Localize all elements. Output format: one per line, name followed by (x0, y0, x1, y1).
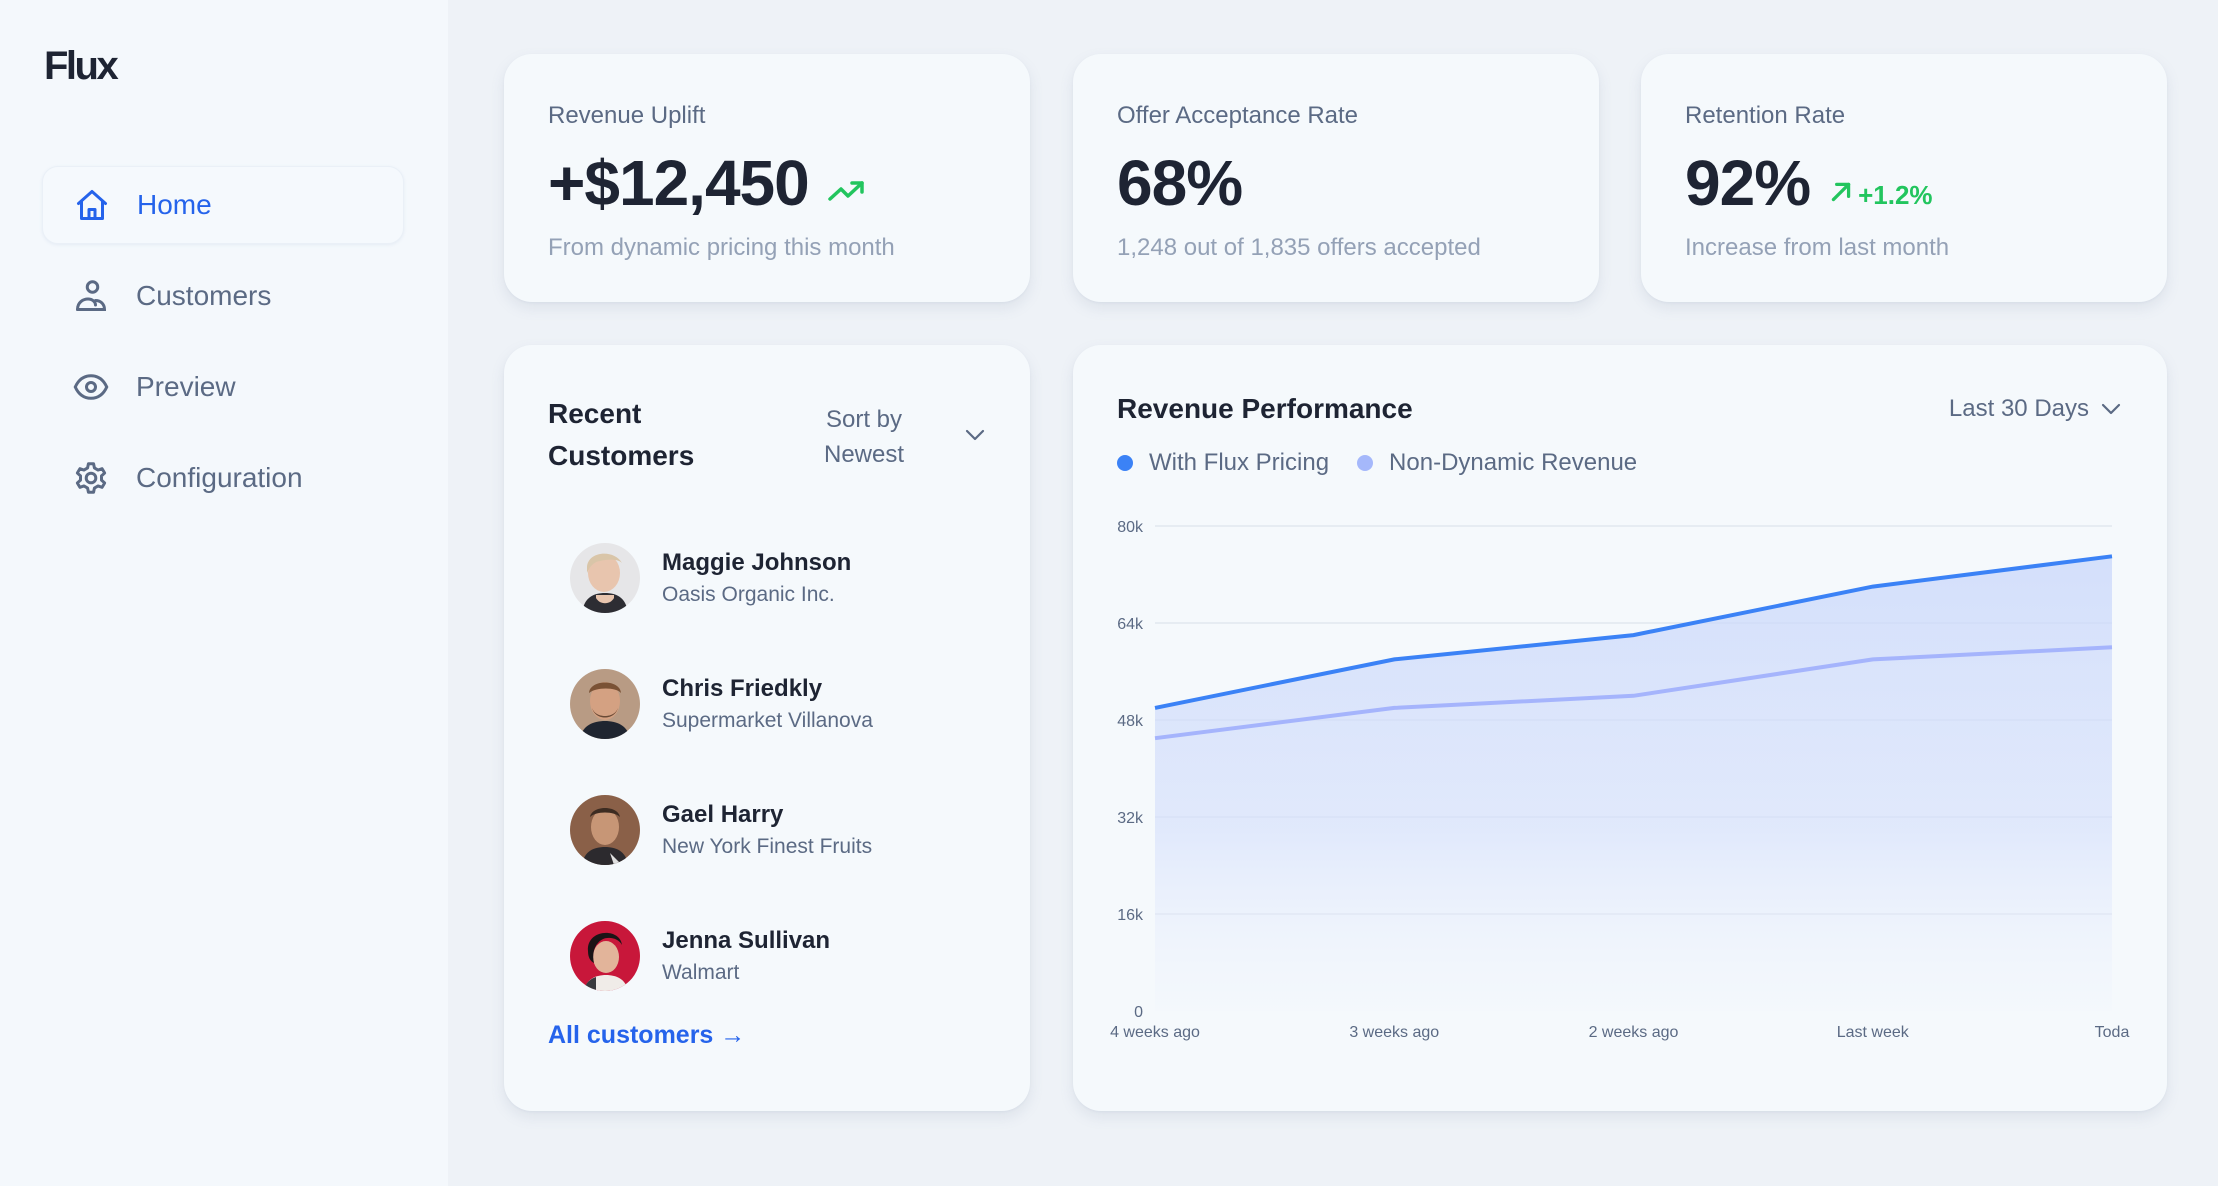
sidebar-item-label: Home (137, 189, 212, 220)
svg-text:3 weeks ago: 3 weeks ago (1349, 1024, 1439, 1041)
stat-title: Revenue Uplift (548, 102, 706, 129)
chevron-down-icon (964, 428, 986, 447)
svg-text:4 weeks ago: 4 weeks ago (1110, 1024, 1200, 1041)
gear-icon (72, 459, 110, 497)
legend-item-non-dynamic[interactable]: Non-Dynamic Revenue (1357, 449, 1637, 477)
svg-text:64k: 64k (1117, 616, 1144, 633)
customer-row[interactable]: Gael Harry New York Finest Fruits (548, 767, 986, 893)
recent-customers-card: Recent Customers Sort by Newest Maggie J… (504, 345, 1030, 1111)
svg-text:16k: 16k (1117, 907, 1144, 924)
stat-value: 92% (1685, 147, 1811, 219)
stat-card-revenue-uplift: Revenue Uplift +$12,450 From dynamic pri… (504, 54, 1030, 302)
avatar (570, 921, 640, 991)
flux-pricing-line (1154, 554, 2113, 710)
legend-item-flux[interactable]: With Flux Pricing (1117, 449, 1329, 477)
sidebar-item-preview[interactable]: Preview (42, 348, 404, 426)
customer-row[interactable]: Chris Friedkly Supermarket Villanova (548, 641, 986, 767)
customer-name: Maggie Johnson (662, 549, 852, 576)
logo[interactable]: Flux (44, 44, 119, 88)
avatar (570, 669, 640, 739)
stat-title: Offer Acceptance Rate (1117, 102, 1359, 129)
non-dynamic-line (1154, 645, 2113, 741)
sort-label: Sort by Newest (823, 406, 905, 468)
stat-trend: +1.2% (1828, 179, 1933, 212)
customer-row[interactable]: Maggie Johnson Oasis Organic Inc. (548, 515, 986, 641)
chart-legend: With Flux Pricing Non-Dynamic Revenue (1117, 449, 1665, 477)
svg-text:2 weeks ago: 2 weeks ago (1589, 1024, 1679, 1041)
svg-text:Toda: Toda (2095, 1024, 2130, 1041)
trending-up-icon (827, 179, 867, 205)
main-content: Revenue Uplift +$12,450 From dynamic pri… (448, 0, 2218, 1186)
svg-text:48k: 48k (1117, 713, 1144, 730)
flux-area (1155, 556, 2112, 1011)
stat-subtitle: From dynamic pricing this month (548, 234, 895, 261)
customer-company: Walmart (662, 961, 740, 984)
revenue-performance-card: 0 16k 32k 48k 64k 80k 4 weeks ago 3 weeks ago 2… (1073, 345, 2167, 1111)
stat-card-retention: Retention Rate 92% +1.2% Increase from l… (1641, 54, 2167, 302)
customer-row[interactable]: Jenna Sullivan Walmart (548, 893, 986, 1019)
legend-label: Non-Dynamic Revenue (1389, 449, 1638, 476)
arrow-up-right-icon (1828, 179, 1854, 212)
home-icon (73, 186, 111, 224)
sidebar-item-customers[interactable]: Customers (42, 257, 404, 335)
sidebar-item-label: Customers (136, 280, 272, 311)
customer-company: Supermarket Villanova (662, 709, 873, 732)
svg-text:80k: 80k (1117, 519, 1144, 536)
stat-card-offer-acceptance: Offer Acceptance Rate 68% 1,248 out of 1… (1073, 54, 1599, 302)
legend-dot-icon (1357, 455, 1374, 471)
users-icon (72, 277, 110, 315)
chevron-down-icon (2101, 403, 2121, 415)
customer-name: Chris Friedkly (662, 675, 823, 702)
sidebar-item-label: Configuration (136, 462, 303, 493)
svg-text:32k: 32k (1117, 810, 1144, 827)
stat-subtitle: 1,248 out of 1,835 offers accepted (1117, 234, 1481, 261)
customer-company: New York Finest Fruits (662, 835, 873, 858)
legend-dot-icon (1117, 455, 1133, 471)
chart-title: Revenue Performance (1117, 393, 1413, 424)
trend-value: +1.2% (1858, 180, 1933, 210)
eye-icon (72, 368, 110, 406)
customer-company: Oasis Organic Inc. (662, 583, 835, 606)
y-axis-labels: 0 16k 32k 48k 64k 80k (1117, 519, 1144, 1021)
svg-text:0: 0 (1134, 1004, 1143, 1021)
sidebar-item-label: Preview (136, 371, 236, 402)
stat-title: Retention Rate (1685, 102, 1846, 129)
revenue-chart: 0 16k 32k 48k 64k 80k 4 weeks ago 3 weeks ago 2… (1110, 519, 2129, 1041)
x-axis-labels: 4 weeks ago 3 weeks ago 2 weeks ago Last we… (1110, 1024, 2129, 1041)
sort-dropdown[interactable]: Sort by Newest (804, 397, 986, 477)
sidebar-item-home[interactable]: Home (42, 166, 404, 244)
stat-subtitle: Increase from last month (1685, 234, 1950, 261)
customer-name: Jenna Sullivan (662, 927, 831, 954)
legend-label: With Flux Pricing (1149, 449, 1330, 476)
avatar (570, 795, 640, 865)
date-range-dropdown[interactable]: Last 30 Days (1949, 395, 2121, 423)
all-customers-link[interactable]: All customers → (548, 1021, 746, 1049)
customer-list: Maggie Johnson Oasis Organic Inc. Chris … (548, 515, 986, 1019)
stat-value: 68% (1117, 147, 1243, 219)
sidebar-item-configuration[interactable]: Configuration (42, 439, 404, 517)
date-range-label: Last 30 Days (1948, 395, 2089, 422)
avatar (570, 543, 640, 613)
sidebar: Flux Home Customers Preview Configuratio… (0, 0, 448, 1186)
svg-text:Last week: Last week (1837, 1024, 1910, 1041)
stat-value: +$12,450 (548, 147, 810, 219)
section-title: Recent Customers (548, 398, 695, 471)
customer-name: Gael Harry (662, 801, 784, 828)
